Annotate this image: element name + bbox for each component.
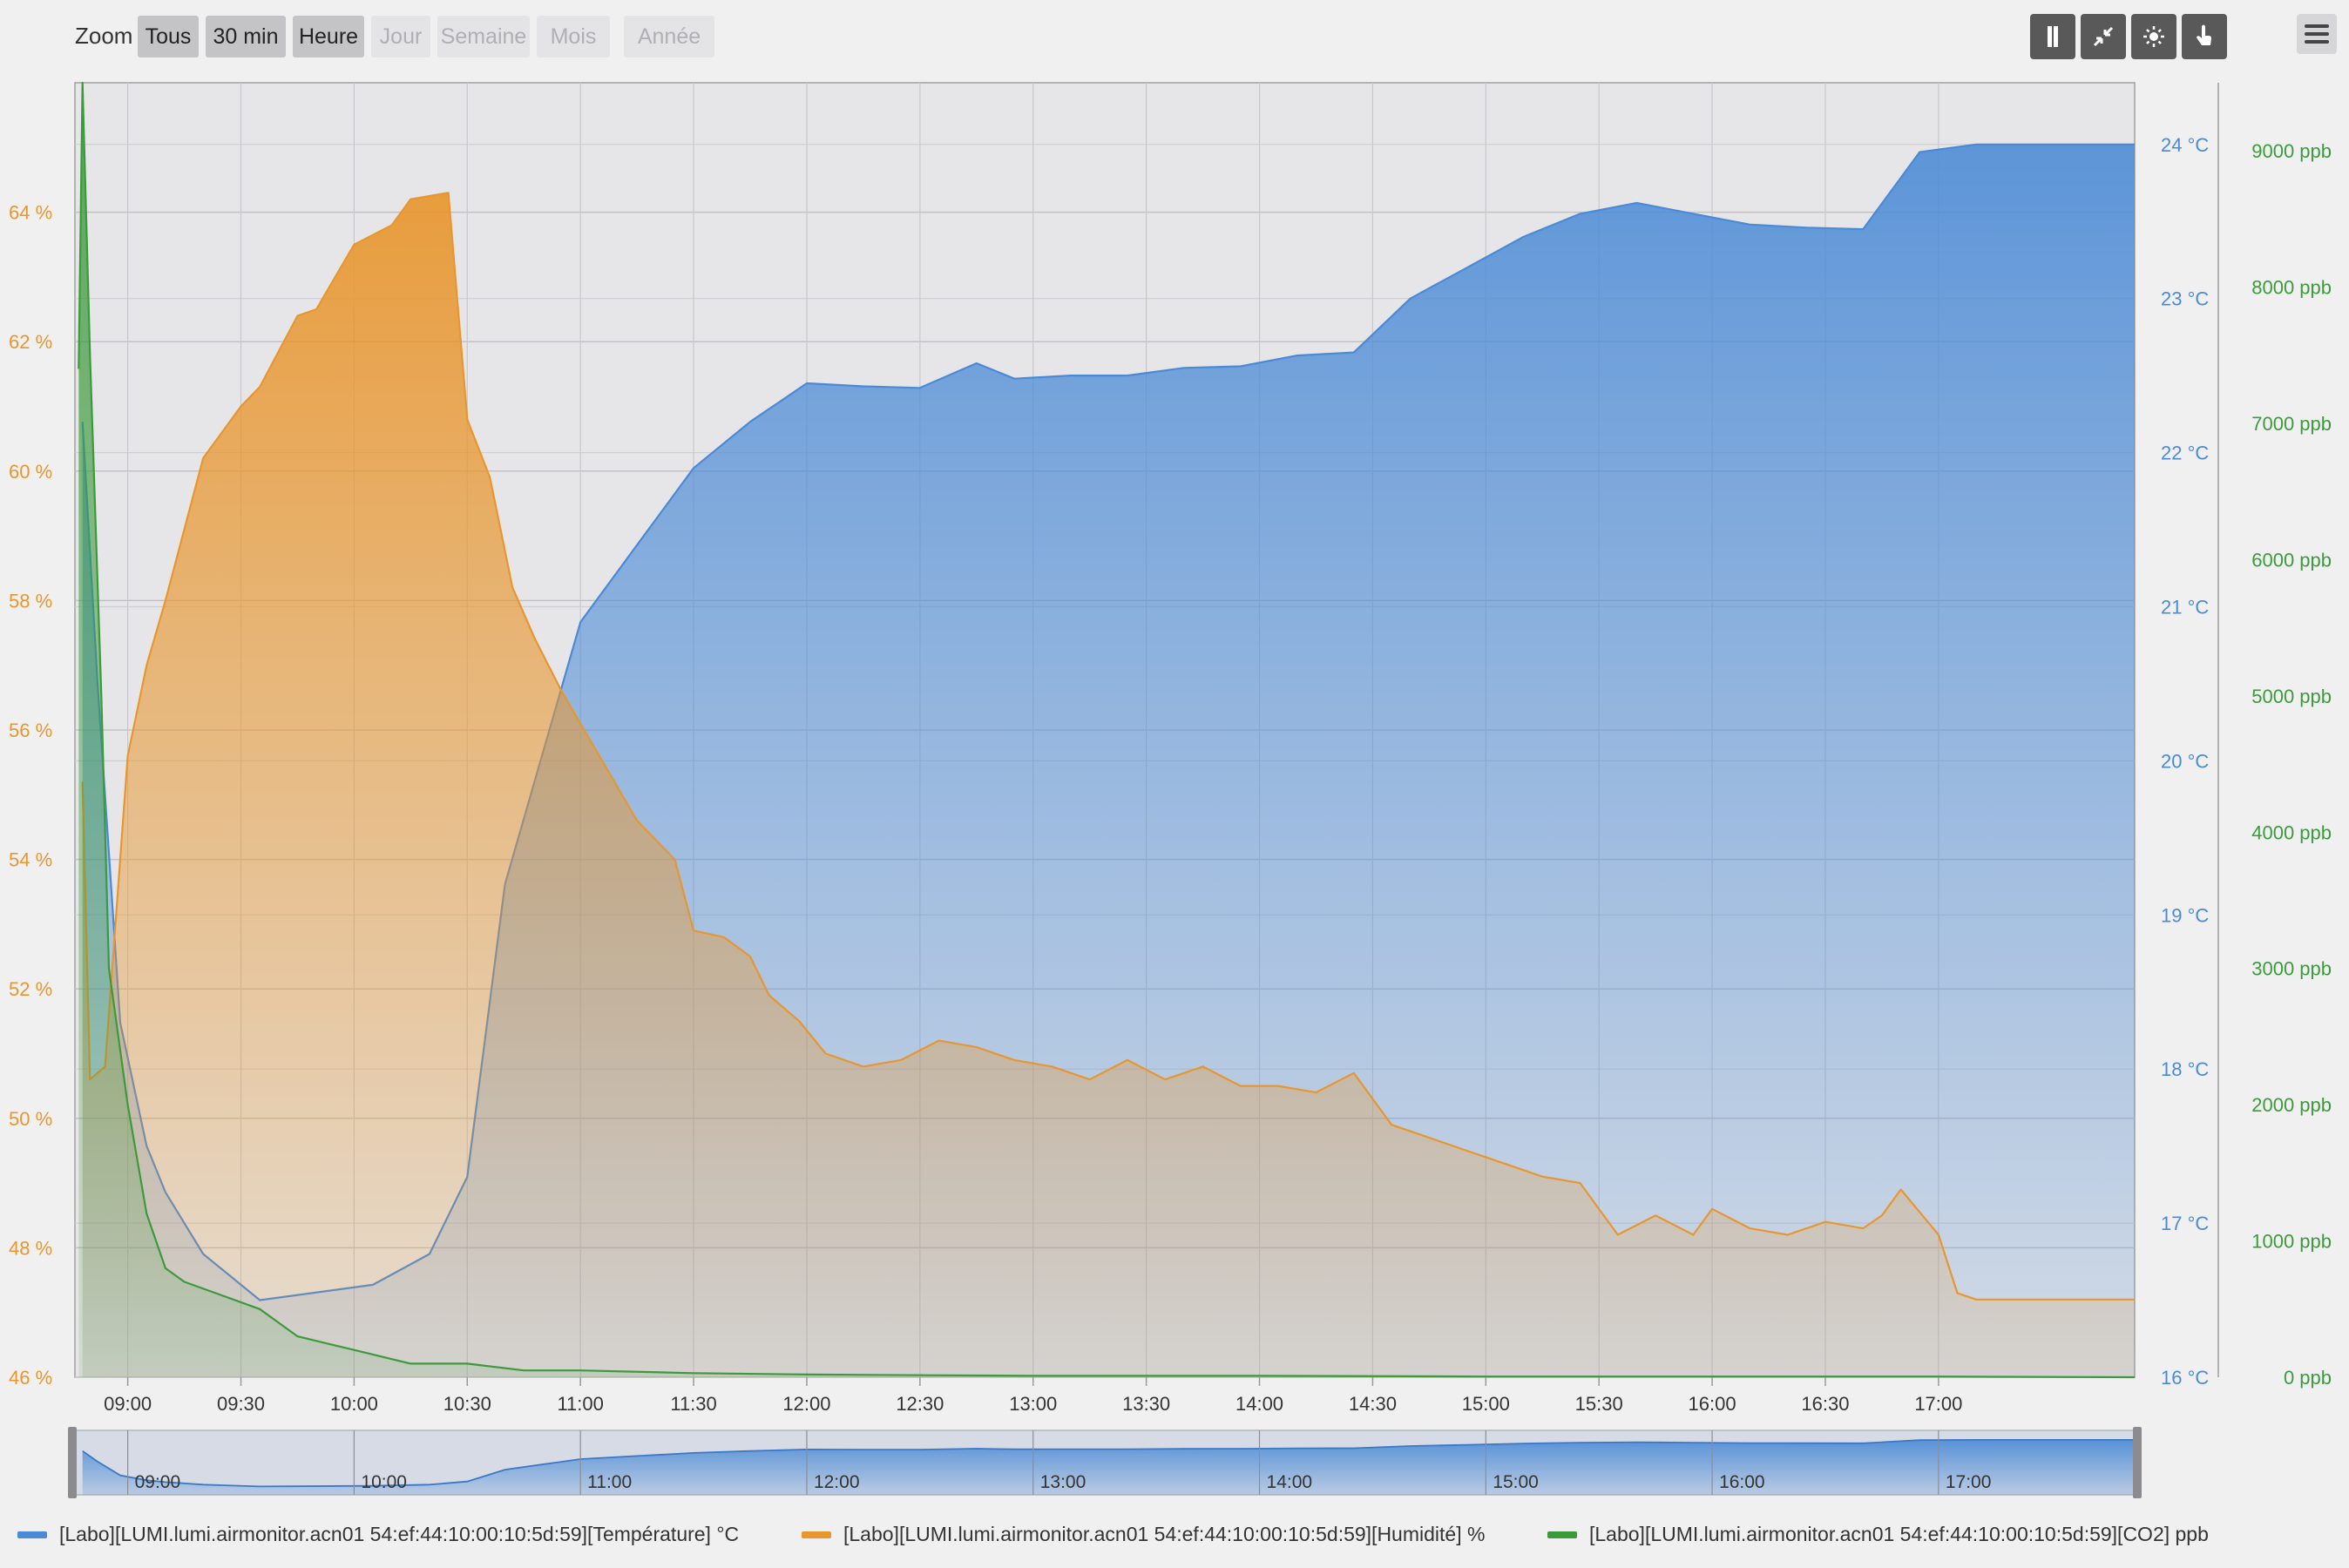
co2-tick-label: 5000 ppb bbox=[2251, 686, 2332, 707]
zoom-button-année: Année bbox=[624, 16, 714, 57]
series-line-co2[interactable] bbox=[78, 81, 2136, 1379]
x-tick-label: 13:00 bbox=[1009, 1393, 1057, 1415]
navigator-series-area bbox=[82, 1439, 2136, 1495]
temperature-tick-label: 24 °C bbox=[2161, 134, 2209, 156]
co2-tick-label: 9000 ppb bbox=[2251, 140, 2332, 162]
x-tick-label: 11:00 bbox=[557, 1393, 603, 1415]
x-tick-label: 12:30 bbox=[896, 1393, 944, 1415]
hand-pointer-icon[interactable] bbox=[2182, 14, 2227, 59]
x-tick-label: 15:00 bbox=[1462, 1393, 1510, 1415]
navigator-tick-label: 17:00 bbox=[1946, 1472, 1992, 1492]
x-tick-label: 10:00 bbox=[330, 1393, 378, 1415]
series-line-humidity[interactable] bbox=[81, 192, 2135, 1301]
x-tick-label: 09:00 bbox=[104, 1393, 152, 1415]
humidity-tick-label: 54 % bbox=[9, 849, 52, 871]
humidity-tick-label: 56 % bbox=[9, 720, 52, 741]
axes: 46 % 48 % 50 % 52 % 54 % 56 % 58 % 60 % 62 % 64 %… bbox=[9, 134, 2332, 1415]
humidity-tick-label: 58 % bbox=[9, 590, 52, 612]
temperature-tick-label: 23 °C bbox=[2161, 288, 2209, 310]
navigator-tick-label: 14:00 bbox=[1267, 1472, 1313, 1492]
brightness-icon[interactable] bbox=[2131, 14, 2176, 59]
hamburger-menu-icon[interactable] bbox=[2297, 14, 2337, 54]
zoom-label: Zoom bbox=[75, 23, 133, 49]
zoom-button-mois: Mois bbox=[537, 16, 610, 57]
humidity-tick-label: 62 % bbox=[9, 331, 52, 353]
zoom-button-jour: Jour bbox=[371, 16, 430, 57]
legend-swatch bbox=[17, 1531, 47, 1538]
navigator-handle-left[interactable] bbox=[68, 1427, 77, 1498]
legend-label: [Labo][LUMI.lumi.airmonitor.acn01 54:ef:… bbox=[59, 1523, 740, 1545]
temperature-tick-label: 17 °C bbox=[2161, 1213, 2209, 1234]
legend-item-temperature[interactable]: [Labo][LUMI.lumi.airmonitor.acn01 54:ef:… bbox=[17, 1523, 739, 1546]
temperature-tick-label: 21 °C bbox=[2161, 596, 2209, 618]
zoom-button-heure[interactable]: Heure bbox=[293, 16, 364, 57]
legend-item-humidity[interactable]: [Labo][LUMI.lumi.airmonitor.acn01 54:ef:… bbox=[802, 1523, 1485, 1546]
series-area-humidity bbox=[82, 193, 2136, 1377]
co2-tick-label: 1000 ppb bbox=[2251, 1231, 2332, 1253]
navigator-tick-label: 16:00 bbox=[1719, 1472, 1765, 1492]
co2-tick-label: 2000 ppb bbox=[2251, 1094, 2332, 1116]
x-tick-label: 12:00 bbox=[782, 1393, 830, 1415]
x-tick-label: 13:30 bbox=[1122, 1393, 1170, 1415]
temperature-tick-label: 20 °C bbox=[2161, 750, 2209, 772]
navigator-series-line bbox=[82, 1439, 2135, 1488]
x-tick-label: 09:30 bbox=[217, 1393, 265, 1415]
series-layer bbox=[78, 81, 2136, 1379]
compress-icon[interactable] bbox=[2081, 14, 2126, 59]
x-tick-label: 10:30 bbox=[443, 1393, 491, 1415]
temperature-tick-label: 19 °C bbox=[2161, 904, 2209, 926]
co2-tick-label: 3000 ppb bbox=[2251, 958, 2332, 980]
legend-label: [Labo][LUMI.lumi.airmonitor.acn01 54:ef:… bbox=[1589, 1523, 2209, 1545]
temperature-tick-label: 22 °C bbox=[2161, 443, 2209, 464]
humidity-tick-label: 50 % bbox=[9, 1108, 52, 1130]
zoom-button-30-min[interactable]: 30 min bbox=[206, 16, 286, 57]
x-tick-label: 11:30 bbox=[670, 1393, 716, 1415]
x-tick-label: 15:30 bbox=[1575, 1393, 1623, 1415]
temperature-tick-label: 18 °C bbox=[2161, 1058, 2209, 1080]
humidity-tick-label: 52 % bbox=[9, 978, 52, 1000]
legend-swatch bbox=[802, 1531, 831, 1538]
co2-tick-label: 8000 ppb bbox=[2251, 277, 2332, 299]
navigator-tick-label: 13:00 bbox=[1040, 1472, 1086, 1492]
humidity-tick-label: 64 % bbox=[9, 202, 52, 224]
navigator[interactable]: 09:00 10:00 11:00 12:00 13:00 14:00 15:00 16:00… bbox=[68, 1427, 2142, 1498]
legend-label: [Labo][LUMI.lumi.airmonitor.acn01 54:ef:… bbox=[843, 1523, 1486, 1545]
co2-tick-label: 4000 ppb bbox=[2251, 821, 2332, 843]
x-tick-label: 17:00 bbox=[1914, 1393, 1962, 1415]
x-tick-label: 16:00 bbox=[1689, 1393, 1736, 1415]
x-tick-label: 16:30 bbox=[1801, 1393, 1849, 1415]
humidity-tick-label: 46 % bbox=[9, 1367, 52, 1389]
legend-swatch bbox=[1547, 1531, 1577, 1538]
navigator-tick-label: 15:00 bbox=[1493, 1472, 1539, 1492]
humidity-tick-label: 48 % bbox=[9, 1237, 52, 1259]
column-icon[interactable] bbox=[2030, 14, 2075, 59]
x-tick-label: 14:00 bbox=[1235, 1393, 1283, 1415]
humidity-tick-label: 60 % bbox=[9, 461, 52, 483]
zoom-button-semaine: Semaine bbox=[437, 16, 530, 57]
navigator-tick-label: 10:00 bbox=[361, 1472, 407, 1492]
navigator-tick-label: 11:00 bbox=[587, 1472, 632, 1492]
co2-tick-label: 6000 ppb bbox=[2251, 549, 2332, 571]
zoom-button-tous[interactable]: Tous bbox=[138, 16, 199, 57]
co2-tick-label: 7000 ppb bbox=[2251, 413, 2332, 435]
navigator-handle-right[interactable] bbox=[2133, 1427, 2142, 1498]
x-tick-label: 14:30 bbox=[1349, 1393, 1397, 1415]
co2-tick-label: 0 ppb bbox=[2284, 1367, 2332, 1389]
legend-item-co2[interactable]: [Labo][LUMI.lumi.airmonitor.acn01 54:ef:… bbox=[1547, 1523, 2209, 1546]
navigator-tick-label: 09:00 bbox=[135, 1472, 181, 1492]
temperature-tick-label: 16 °C bbox=[2161, 1367, 2209, 1389]
navigator-tick-label: 12:00 bbox=[814, 1472, 860, 1492]
toolbar: Zoom Tous 30 min Heure Jour Semaine Mois Année bbox=[0, 0, 2349, 73]
